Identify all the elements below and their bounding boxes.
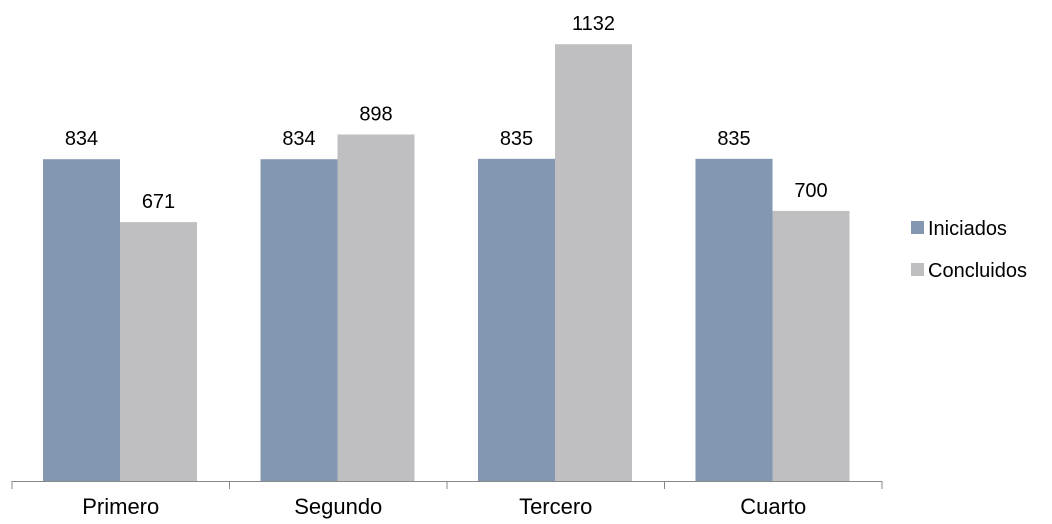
bar-concluidos-cuarto	[772, 210, 850, 481]
bar-concluidos-tercero	[555, 44, 632, 482]
data-label-iniciados-cuarto: 835	[717, 128, 750, 150]
bar-iniciados-cuarto	[695, 158, 773, 481]
data-label-concluidos-primero: 671	[142, 191, 175, 213]
data-label-concluidos-tercero: 1132	[572, 13, 615, 35]
data-label-iniciados-primero: 834	[65, 128, 98, 150]
data-label-concluidos-cuarto: 700	[794, 180, 827, 202]
data-label-iniciados-tercero: 835	[500, 128, 533, 150]
x-axis: Primero Segundo Tercero Cuarto	[11, 481, 883, 519]
bar-concluidos-segundo	[337, 134, 415, 481]
bar-iniciados-segundo	[260, 159, 338, 481]
bar-iniciados-tercero	[478, 158, 555, 481]
x-tick-label-segundo: Segundo	[294, 494, 382, 519]
legend: Iniciados Concluidos	[911, 218, 1027, 282]
legend-label-iniciados: Iniciados	[928, 218, 1007, 240]
legend-label-concluidos: Concluidos	[928, 260, 1027, 282]
x-tick-label-cuarto: Cuarto	[740, 494, 806, 519]
bars-layer	[43, 44, 850, 482]
data-labels-layer: 834 671 834 898 835 1132 835 700	[65, 13, 828, 213]
bar-iniciados-primero	[43, 159, 120, 481]
x-tick-label-tercero: Tercero	[519, 494, 592, 519]
x-tick-label-primero: Primero	[82, 494, 159, 519]
data-label-iniciados-segundo: 834	[282, 128, 315, 150]
legend-swatch-iniciados	[911, 221, 924, 234]
data-label-concluidos-segundo: 898	[359, 104, 392, 126]
bar-concluidos-primero	[120, 222, 197, 481]
legend-swatch-concluidos	[911, 263, 924, 276]
